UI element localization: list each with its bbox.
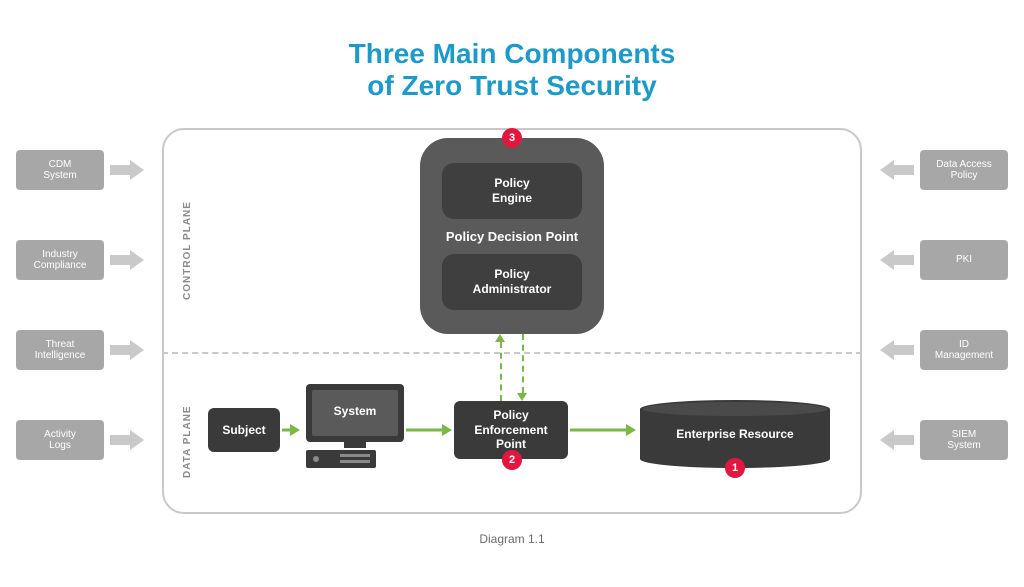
left-input-1: Industry Compliance xyxy=(16,240,104,280)
right-input-1: PKI xyxy=(920,240,1008,280)
system-icon: System xyxy=(300,382,410,472)
arrowhead-up xyxy=(495,334,505,342)
left-input-3: Activity Logs xyxy=(16,420,104,460)
policy-decision-point: Policy Engine Policy Decision Point Poli… xyxy=(420,138,604,334)
pdp-label: Policy Decision Point xyxy=(446,229,578,244)
policy-administrator-box: Policy Administrator xyxy=(442,254,582,310)
badge-3: 3 xyxy=(502,128,522,148)
diagram-title: Three Main Components of Zero Trust Secu… xyxy=(0,38,1024,102)
right-arrow-1 xyxy=(880,250,914,270)
left-arrow-1 xyxy=(110,250,144,270)
policy-engine-box: Policy Engine xyxy=(442,163,582,219)
right-input-2: ID Management xyxy=(920,330,1008,370)
right-arrow-3 xyxy=(880,430,914,450)
subject-box: Subject xyxy=(208,408,280,452)
right-input-0: Data Access Policy xyxy=(920,150,1008,190)
system-label: System xyxy=(300,404,410,418)
left-arrow-0 xyxy=(110,160,144,180)
arrowhead-down xyxy=(517,393,527,401)
title-line-1: Three Main Components xyxy=(0,38,1024,70)
diagram-caption: Diagram 1.1 xyxy=(0,532,1024,546)
control-plane-label: CONTROL PLANE xyxy=(182,201,193,300)
arrow-system-pep xyxy=(406,423,452,437)
arrow-subject-system xyxy=(282,423,300,437)
diagram-canvas: { "title": { "line1": "Three Main Compon… xyxy=(0,0,1024,587)
right-input-3: SIEM System xyxy=(920,420,1008,460)
plane-divider xyxy=(162,352,862,354)
left-input-0: CDM System xyxy=(16,150,104,190)
arrow-pep-to-pdp xyxy=(500,342,502,401)
title-line-2: of Zero Trust Security xyxy=(0,70,1024,102)
left-arrow-3 xyxy=(110,430,144,450)
arrow-pep-resource xyxy=(570,423,636,437)
enterprise-resource-label: Enterprise Resource xyxy=(640,427,830,441)
right-arrow-2 xyxy=(880,340,914,360)
right-arrow-0 xyxy=(880,160,914,180)
arrow-pdp-to-pep xyxy=(522,334,524,393)
data-plane-label: DATA PLANE xyxy=(182,405,193,478)
badge-2: 2 xyxy=(502,450,522,470)
left-arrow-2 xyxy=(110,340,144,360)
badge-1: 1 xyxy=(725,458,745,478)
left-input-2: Threat Intelligence xyxy=(16,330,104,370)
